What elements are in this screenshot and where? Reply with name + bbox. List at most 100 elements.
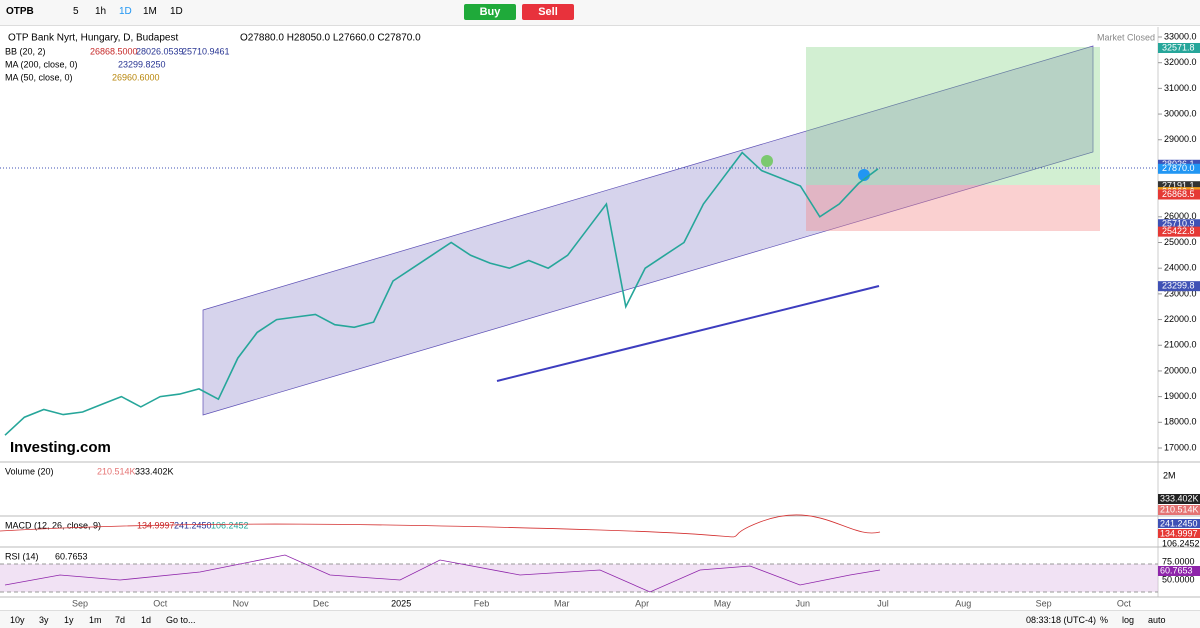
rsi-line <box>4 554 881 593</box>
chart: OTP Bank Nyrt, Hungary, D, Budapest O278… <box>0 27 1200 608</box>
tag-label: 210.514K <box>1160 504 1199 514</box>
range[interactable]: 7d <box>115 615 126 625</box>
macd-tick: 106.2452 <box>1162 538 1200 548</box>
legend-title: OTP Bank Nyrt, Hungary, D, Budapest <box>8 33 178 44</box>
price-line <box>4 151 879 436</box>
channel <box>202 45 1094 416</box>
option[interactable]: % <box>1100 615 1109 625</box>
y-tick-label: 25000.0 <box>1164 237 1197 247</box>
interval[interactable]: 5 <box>73 6 79 17</box>
logo: Investing.com <box>10 439 111 456</box>
macd-line <box>0 514 881 538</box>
range[interactable]: 1y <box>64 615 74 625</box>
price-tag-label: 23299.8 <box>1162 281 1195 291</box>
y-tick-label: 19000.0 <box>1164 391 1197 401</box>
marker <box>761 155 773 167</box>
price-tag-label: 27870.0 <box>1162 163 1195 173</box>
range[interactable]: 3y <box>39 615 49 625</box>
legend-ma200: MA (200, close, 0) <box>5 59 78 69</box>
ma200-line <box>496 285 880 382</box>
option[interactable]: log <box>1122 615 1135 625</box>
x-tick-label: Sep <box>72 598 88 608</box>
y-tick-label: 32000.0 <box>1164 57 1197 67</box>
profit-zone <box>806 47 1100 185</box>
price-tag <box>1158 189 1200 200</box>
tag <box>1158 505 1200 515</box>
price-tag-label: 32571.8 <box>1162 42 1195 52</box>
price-tag-label: 25710.9 <box>1162 219 1195 229</box>
option[interactable]: auto <box>1148 615 1166 625</box>
x-tick-label: Dec <box>313 598 330 608</box>
macd-label: MACD (12, 26, close, 9) <box>5 520 101 530</box>
y-tick-label: 17000.0 <box>1164 442 1197 452</box>
legend-value: 25710.9461 <box>182 46 230 56</box>
interval[interactable]: 1D <box>119 6 132 17</box>
y-tick-label: 21000.0 <box>1164 340 1197 350</box>
price-tag-label: 27191.1 <box>1162 181 1195 191</box>
y-tick-label: 33000.0 <box>1164 31 1197 41</box>
x-tick-label: Mar <box>554 598 570 608</box>
sell-button[interactable]: Sell <box>522 4 574 20</box>
x-tick-label: Sep <box>1036 598 1052 608</box>
legend-value: 26960.6000 <box>112 72 160 82</box>
y-tick-label: 29000.0 <box>1164 134 1197 144</box>
x-tick-label: Jul <box>877 598 889 608</box>
x-tick-label: Jun <box>795 598 810 608</box>
legend-value: 26868.5000 <box>90 46 138 56</box>
x-tick-label: 2025 <box>391 598 411 608</box>
legend-ma50: MA (50, close, 0) <box>5 72 73 82</box>
footer: 10y 3y 1y 1m 7d 1d Go to... 08:33:18 (UT… <box>0 610 1200 628</box>
interval[interactable]: 1D <box>170 6 183 17</box>
symbol[interactable]: OTPB <box>6 6 34 17</box>
x-tick-label: Aug <box>955 598 971 608</box>
legend-value: 60.7653 <box>55 551 88 561</box>
y-tick-label: 30000.0 <box>1164 108 1197 118</box>
legend-value: 23299.8250 <box>118 59 166 69</box>
range[interactable]: 1m <box>89 615 102 625</box>
price-tag <box>1158 219 1200 230</box>
y-tick-label: 31000.0 <box>1164 83 1197 93</box>
price-tag <box>1158 281 1200 292</box>
rsi-band <box>0 564 1158 592</box>
y-tick-label: 20000.0 <box>1164 365 1197 375</box>
price-tag-label: 26868.5 <box>1162 189 1195 199</box>
legend-bb: BB (20, 2) <box>5 46 46 56</box>
volume-tick: 2M <box>1163 470 1176 480</box>
y-tick-label: 24000.0 <box>1164 263 1197 273</box>
rsi-label: RSI (14) <box>5 551 39 561</box>
tag <box>1158 529 1200 538</box>
tag <box>1158 494 1200 504</box>
interval[interactable]: 1h <box>95 6 107 17</box>
buy-button[interactable]: Buy <box>464 4 516 20</box>
price-tag <box>1158 181 1200 192</box>
y-tick-label: 22000.0 <box>1164 314 1197 324</box>
legend-value: 28026.0539 <box>136 46 184 56</box>
tag-label: 241.2450 <box>1160 518 1198 528</box>
legend-value: 210.514K <box>97 466 136 476</box>
legend-value: 106.2452 <box>211 520 249 530</box>
market-status: Market Closed <box>1097 32 1155 42</box>
price-tag-label: 25422.8 <box>1162 226 1195 236</box>
rsi-tick: 50.0000 <box>1162 574 1195 584</box>
x-tick-label: Oct <box>1117 598 1132 608</box>
toolbar: OTPB 5 1h 1D 1M 1D Buy Sell <box>0 0 1200 26</box>
time: 08:33:18 (UTC-4) <box>1026 615 1097 625</box>
range[interactable]: Go to... <box>166 615 196 625</box>
tag-label: 60.7653 <box>1160 565 1193 575</box>
x-tick-label: Nov <box>233 598 250 608</box>
x-tick-label: Feb <box>474 598 490 608</box>
interval[interactable]: 1M <box>143 6 157 17</box>
x-tick-label: Oct <box>153 598 168 608</box>
legend-ohlc: O27880.0 H28050.0 L27660.0 C27870.0 <box>240 33 421 44</box>
legend-value: 241.2450 <box>174 520 212 530</box>
rsi-tick: 75.0000 <box>1162 556 1195 566</box>
loss-zone <box>806 185 1100 231</box>
y-tick-label: 26000.0 <box>1164 211 1197 221</box>
tag-label: 134.9997 <box>1160 528 1198 538</box>
range[interactable]: 10y <box>10 615 25 625</box>
tag-label: 333.402K <box>1160 493 1199 503</box>
x-tick-label: May <box>714 598 732 608</box>
y-tick-label: 23000.0 <box>1164 288 1197 298</box>
range[interactable]: 1d <box>141 615 152 625</box>
